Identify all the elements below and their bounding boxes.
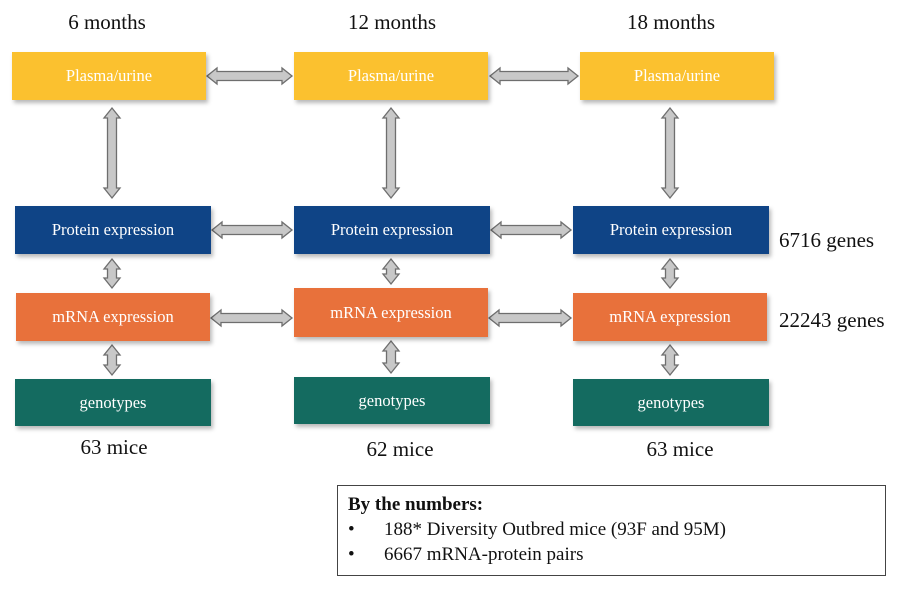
mice-count-6m: 63 mice <box>80 435 148 459</box>
timepoint-18-months: 18 months <box>626 10 716 34</box>
bullet-icon: • <box>348 519 355 540</box>
double-arrow-icon <box>102 257 122 290</box>
arrow-layer <box>102 66 680 377</box>
protein-expression-box-12m: Protein expression <box>294 206 490 254</box>
list-item: • 188* Diversity Outbred mice (93F and 9… <box>348 517 875 542</box>
double-arrow-icon <box>488 66 580 86</box>
numbers-item-mice: 188* Diversity Outbred mice (93F and 95M… <box>384 519 726 540</box>
by-the-numbers-title: By the numbers: <box>348 494 484 515</box>
genotypes-label: genotypes <box>79 392 147 412</box>
double-arrow-icon <box>381 339 401 375</box>
protein-gene-count: 6716 genes <box>779 228 875 252</box>
protein-expression-box-18m: Protein expression <box>573 206 769 254</box>
double-arrow-icon <box>102 106 122 200</box>
mrna-expression-box-6m: mRNA expression <box>16 293 210 341</box>
double-arrow-icon <box>209 308 294 328</box>
mrna-expression-box-18m: mRNA expression <box>573 293 767 341</box>
mrna-gene-count: 22243 genes <box>779 308 885 332</box>
double-arrow-icon <box>489 220 573 240</box>
genotypes-label: genotypes <box>358 390 426 410</box>
by-the-numbers-box: By the numbers: • 188* Diversity Outbred… <box>337 485 886 576</box>
numbers-item-pairs: 6667 mRNA-protein pairs <box>384 544 584 565</box>
plasma-urine-box-6m: Plasma/urine <box>12 52 206 100</box>
double-arrow-icon <box>487 308 573 328</box>
double-arrow-icon <box>205 66 294 86</box>
plasma-urine-box-18m: Plasma/urine <box>580 52 774 100</box>
protein-expression-label: Protein expression <box>51 220 175 239</box>
protein-expression-label: Protein expression <box>330 220 454 239</box>
mrna-expression-box-12m: mRNA expression <box>294 288 488 337</box>
double-arrow-icon <box>102 343 122 377</box>
double-arrow-icon <box>381 106 401 200</box>
timepoint-6-months: 6 months <box>68 10 146 34</box>
genotypes-box-18m: genotypes <box>573 379 769 426</box>
list-item: • 6667 mRNA-protein pairs <box>348 542 875 567</box>
mrna-expression-label: mRNA expression <box>609 307 731 326</box>
protein-expression-box-6m: Protein expression <box>15 206 211 254</box>
genotypes-box-6m: genotypes <box>15 379 211 426</box>
protein-expression-label: Protein expression <box>609 220 733 239</box>
mrna-expression-label: mRNA expression <box>330 302 452 322</box>
double-arrow-icon <box>660 343 680 377</box>
bullet-icon: • <box>348 544 355 565</box>
plasma-urine-label: Plasma/urine <box>347 66 435 85</box>
mrna-expression-label: mRNA expression <box>52 307 174 326</box>
mice-count-18m: 63 mice <box>646 437 714 461</box>
plasma-urine-box-12m: Plasma/urine <box>294 52 488 100</box>
genotypes-label: genotypes <box>637 392 705 412</box>
double-arrow-icon <box>660 106 680 200</box>
plasma-urine-label: Plasma/urine <box>65 66 153 85</box>
genotypes-box-12m: genotypes <box>294 377 490 424</box>
double-arrow-icon <box>660 257 680 290</box>
double-arrow-icon <box>381 257 401 286</box>
timepoint-12-months: 12 months <box>347 10 437 34</box>
plasma-urine-label: Plasma/urine <box>633 66 721 85</box>
mice-count-12m: 62 mice <box>366 437 434 461</box>
double-arrow-icon <box>210 220 294 240</box>
